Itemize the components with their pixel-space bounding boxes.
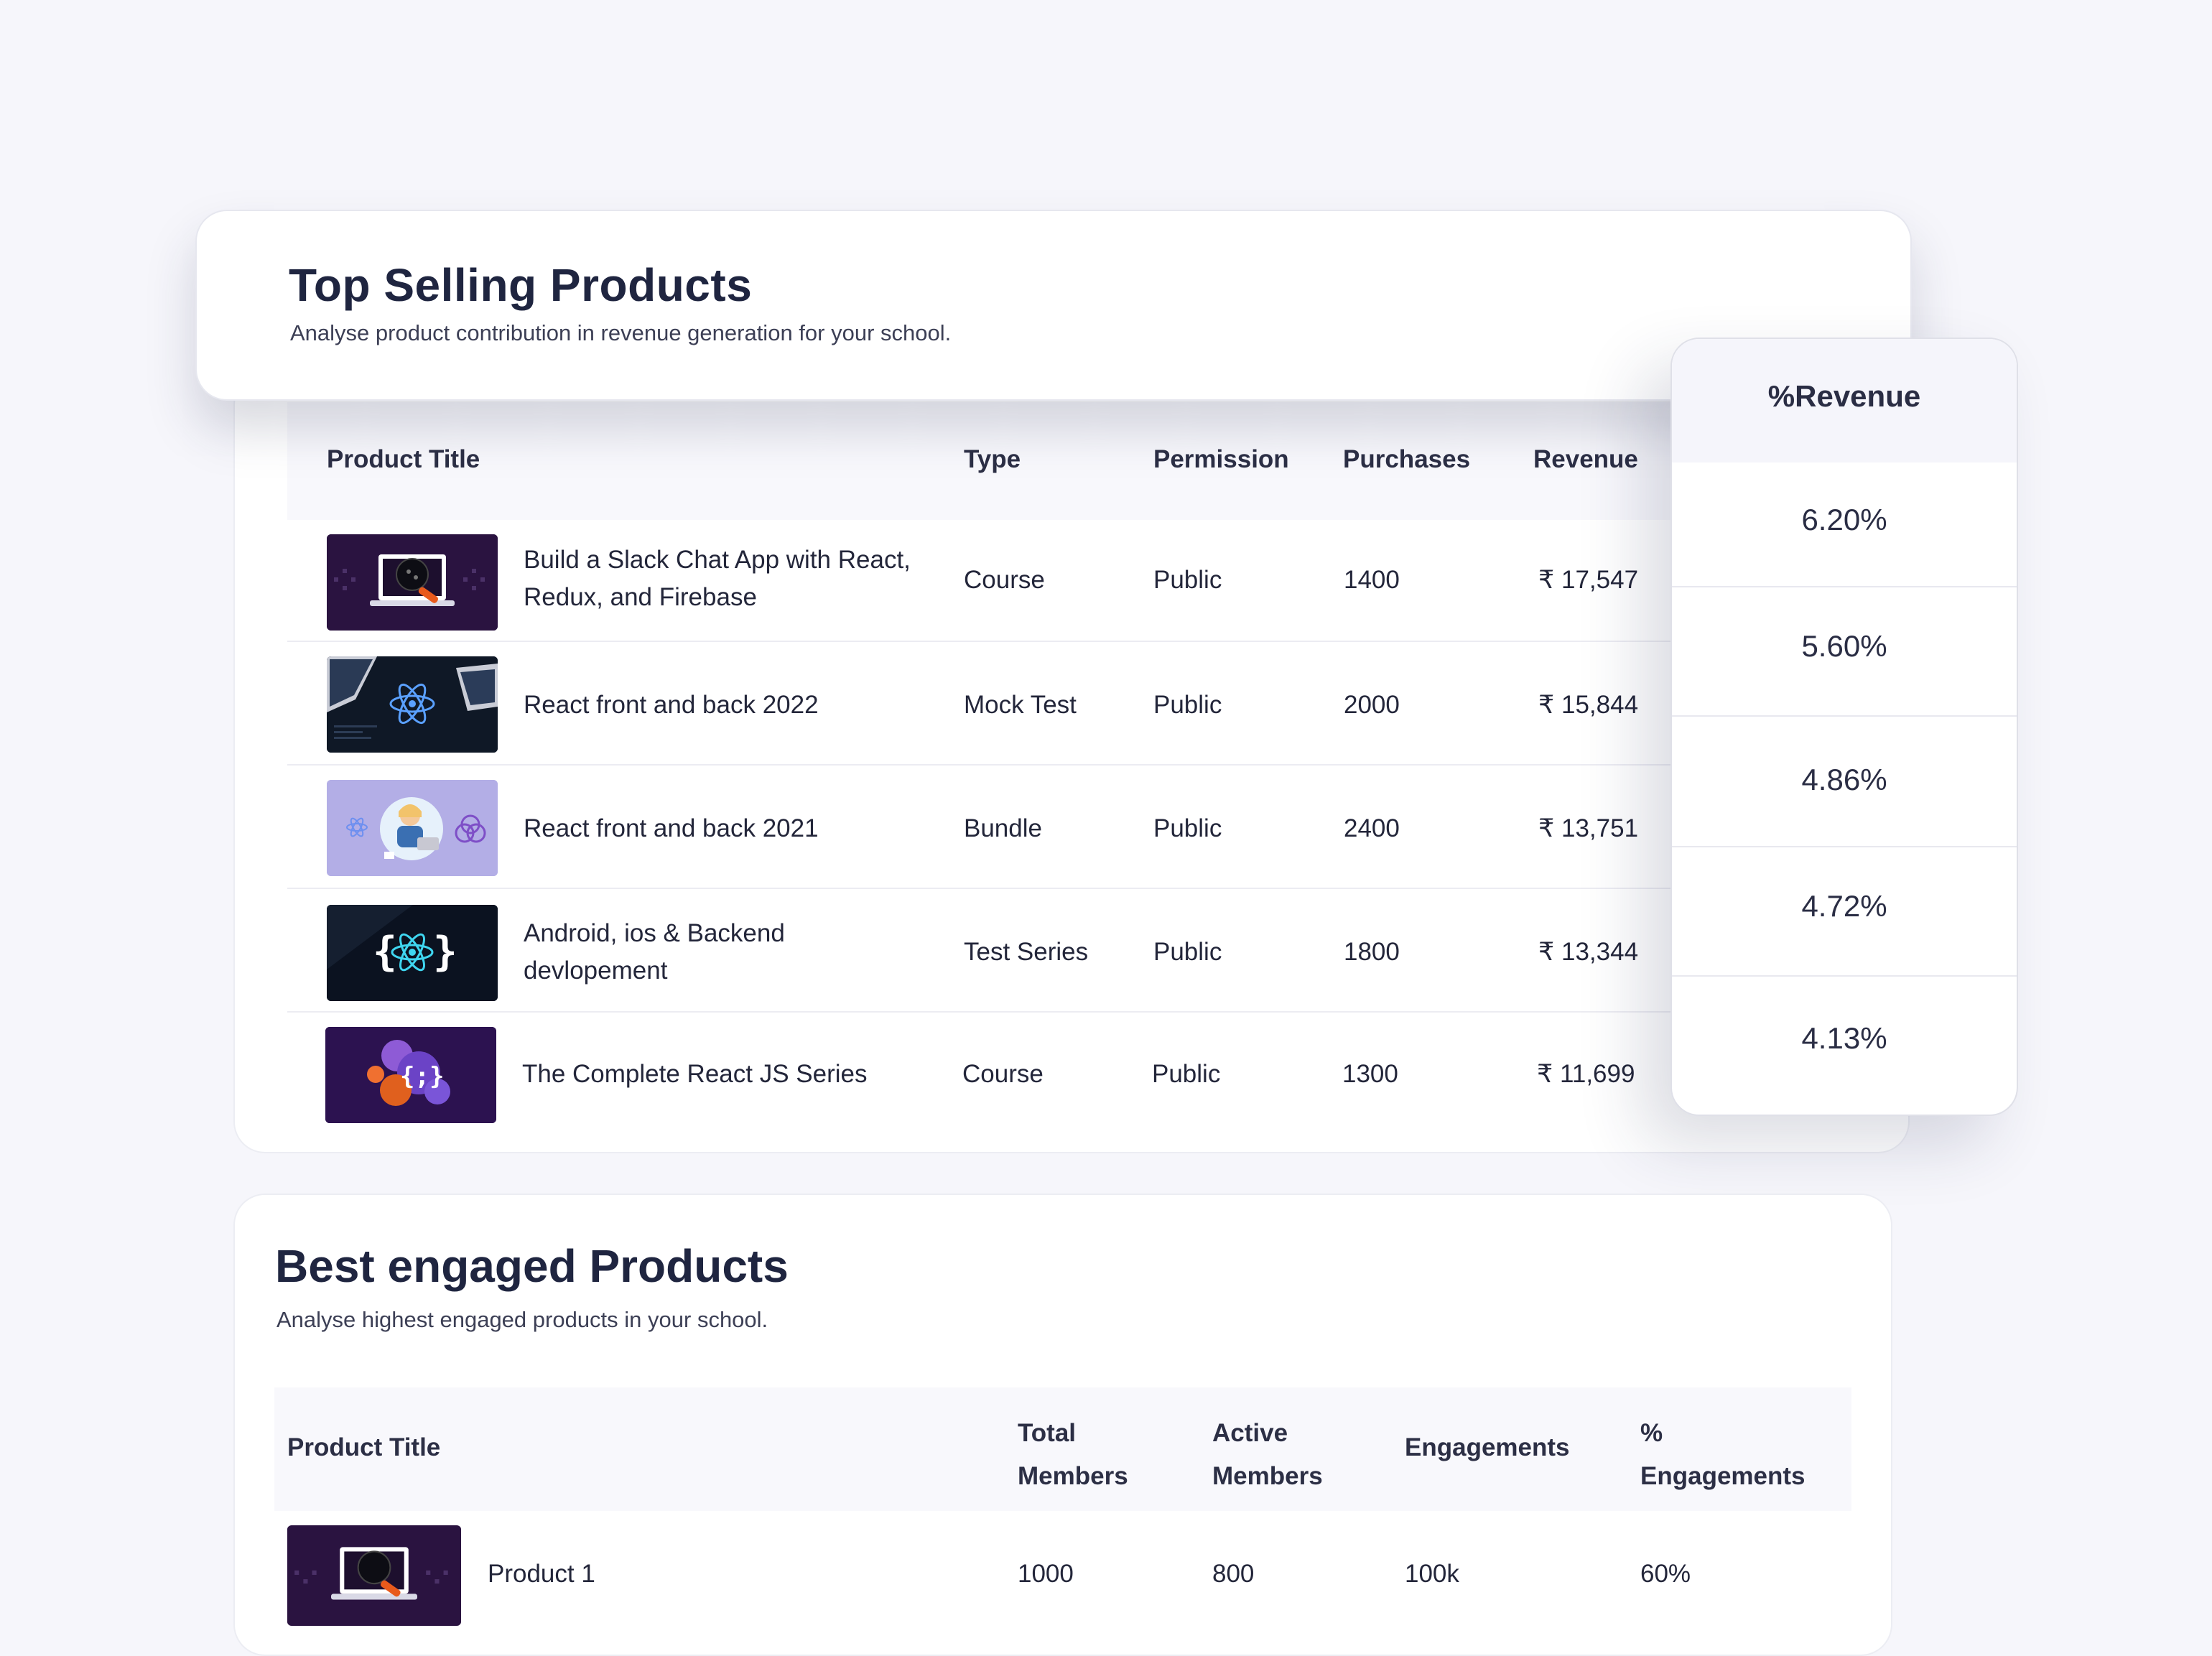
header-line: Active (1212, 1419, 1288, 1447)
product-permission: Public (1153, 938, 1222, 966)
product-type: Course (964, 566, 1045, 594)
column-header-permission[interactable]: Permission (1153, 445, 1289, 473)
svg-text:{: { (373, 929, 397, 975)
product-purchases: 2400 (1344, 814, 1400, 842)
header-line: Total (1018, 1419, 1077, 1447)
product-title[interactable]: Product 1 (488, 1560, 595, 1588)
row-divider (287, 764, 1673, 766)
percent-revenue-card: %Revenue 6.20% 5.60% 4.86% 4.72% 4.13% (1670, 338, 2018, 1116)
product-purchases: 1800 (1344, 938, 1400, 966)
percent-revenue-value: 4.86% (1801, 763, 1887, 796)
product-type: Bundle (964, 814, 1042, 842)
percent-revenue-value: 4.72% (1801, 889, 1887, 923)
header-line: Members (1212, 1462, 1323, 1490)
product-revenue: ₹ 13,344 (1538, 938, 1639, 966)
product-permission: Public (1152, 1060, 1221, 1088)
slack-chat-thumbnail (287, 1525, 461, 1626)
product-title[interactable]: Android, ios & Backend devlopement (524, 919, 785, 985)
best-engaged-table-header: Product Title Total Members Active Membe… (274, 1387, 1851, 1511)
percent-revenue-header: %Revenue (1672, 339, 2017, 462)
product-revenue: ₹ 13,751 (1538, 814, 1639, 842)
section-subtitle: Analyse product contribution in revenue … (290, 320, 952, 345)
svg-text:}: } (433, 929, 457, 975)
product-title[interactable]: React front and back 2021 (524, 814, 819, 842)
active-members: 800 (1212, 1560, 1255, 1588)
column-header-purchases[interactable]: Purchases (1343, 445, 1471, 473)
product-permission: Public (1153, 814, 1222, 842)
row-divider (287, 641, 1673, 642)
header-line: % (1640, 1419, 1663, 1447)
product-type: Course (962, 1060, 1044, 1088)
product-permission: Public (1153, 566, 1222, 594)
product-purchases: 1400 (1344, 566, 1400, 594)
column-header-percent-engagements[interactable]: % Engagements (1640, 1412, 1806, 1498)
top-selling-header-card: Top Selling Products Analyse product con… (195, 210, 1912, 401)
column-header-total-members[interactable]: Total Members (1018, 1412, 1128, 1498)
react-developer-illustration-thumbnail (327, 780, 498, 876)
react-atom-laptops-thumbnail (327, 656, 498, 753)
row-divider (1672, 975, 2017, 977)
column-header-product-title[interactable]: Product Title (287, 1433, 441, 1461)
column-header-revenue[interactable]: Revenue (1533, 445, 1638, 473)
percent-revenue-value: 4.13% (1801, 1021, 1887, 1055)
section-subtitle: Analyse highest engaged products in your… (276, 1307, 768, 1332)
react-braces-thumbnail: { } (327, 905, 498, 1001)
product-type: Test Series (964, 938, 1089, 966)
percent-revenue-value: 5.60% (1801, 629, 1887, 663)
row-divider (1672, 846, 2017, 847)
column-header-active-members[interactable]: Active Members (1212, 1412, 1323, 1498)
product-title[interactable]: The Complete React JS Series (522, 1060, 868, 1088)
percent-revenue-value: 6.20% (1801, 503, 1887, 536)
product-revenue: ₹ 17,547 (1538, 566, 1639, 594)
engagements: 100k (1405, 1560, 1459, 1588)
product-type: Mock Test (964, 691, 1077, 719)
product-revenue: ₹ 11,699 (1537, 1060, 1635, 1088)
section-title: Best engaged Products (275, 1240, 789, 1292)
row-divider (287, 1011, 1673, 1013)
product-title[interactable]: Build a Slack Chat App with React, Redux… (524, 546, 911, 611)
section-title: Top Selling Products (289, 259, 753, 311)
product-revenue: ₹ 15,844 (1538, 691, 1639, 719)
svg-text:{;}: {;} (400, 1062, 444, 1091)
slack-chat-thumbnail (327, 534, 498, 631)
react-js-series-thumbnail: {;} (325, 1027, 496, 1123)
column-header-engagements[interactable]: Engagements (1405, 1433, 1570, 1461)
row-divider (1672, 586, 2017, 587)
row-divider (1672, 715, 2017, 717)
total-members: 1000 (1018, 1560, 1074, 1588)
column-header-percent-revenue[interactable]: %Revenue (1767, 379, 1921, 413)
percent-engagements: 60% (1640, 1560, 1691, 1588)
product-permission: Public (1153, 691, 1222, 719)
product-title[interactable]: React front and back 2022 (524, 691, 819, 719)
column-header-type[interactable]: Type (964, 445, 1021, 473)
column-header-product-title[interactable]: Product Title (327, 445, 480, 473)
top-selling-table-header: Product Title Type Permission Purchases … (287, 402, 1731, 520)
header-line: Engagements (1640, 1462, 1806, 1490)
header-line: Members (1018, 1462, 1128, 1490)
product-purchases: 2000 (1344, 691, 1400, 719)
product-purchases: 1300 (1342, 1060, 1398, 1088)
row-divider (287, 888, 1673, 889)
